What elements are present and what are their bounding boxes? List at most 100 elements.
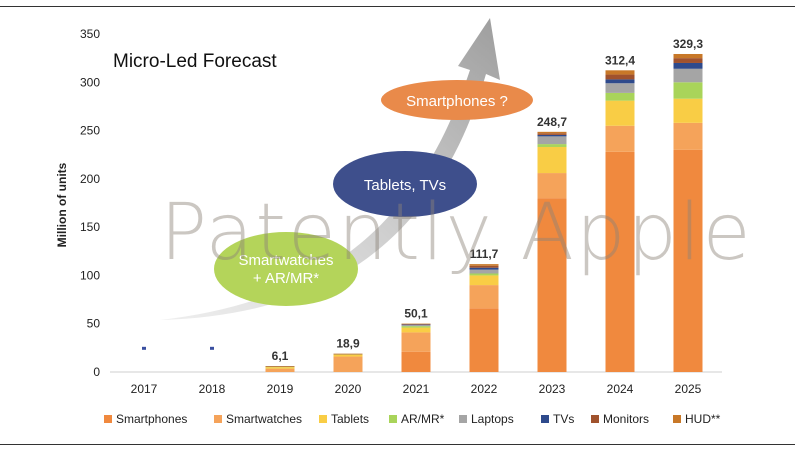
legend-label: Monitors xyxy=(603,412,649,426)
smartphones-bubble-label: Smartphones ? xyxy=(406,93,508,110)
x-tick-label: 2022 xyxy=(471,382,498,396)
legend-swatch xyxy=(459,415,467,423)
bar-segment xyxy=(333,356,363,372)
bar-segment xyxy=(469,275,499,286)
y-tick-label: 0 xyxy=(93,365,100,379)
bar-segment xyxy=(673,62,703,69)
y-axis-label: Million of units xyxy=(55,162,69,247)
total-label: 50,1 xyxy=(404,307,428,321)
total-label: 111,7 xyxy=(470,247,499,261)
y-tick-label: 350 xyxy=(80,27,100,41)
legend-swatch xyxy=(214,415,222,423)
bar-segment xyxy=(605,151,635,372)
bar-segment xyxy=(537,133,567,135)
y-tick-label: 200 xyxy=(80,172,100,186)
bar-segment xyxy=(333,353,363,355)
x-tick-label: 2024 xyxy=(607,382,634,396)
smartwatches-bubble-label-2: + AR/MR* xyxy=(253,270,319,287)
bar-segment xyxy=(469,269,499,274)
bar-segment xyxy=(537,146,567,174)
total-labels: 6,1 18,9 50,1 111,7 248,7 312,4 329,3 xyxy=(272,37,704,363)
bar-segment xyxy=(673,98,703,123)
legend-swatch xyxy=(319,415,327,423)
y-tick-label: 300 xyxy=(80,75,100,89)
legend-swatch xyxy=(389,415,397,423)
y-tick-label: 150 xyxy=(80,220,100,234)
top-border xyxy=(0,6,795,7)
bar-segment xyxy=(605,70,635,75)
x-tick-label: 2019 xyxy=(267,382,294,396)
bar-segment xyxy=(673,53,703,59)
bar-segment xyxy=(537,136,567,145)
bar-segment xyxy=(605,83,635,93)
bar-segment xyxy=(537,173,567,199)
bar-segment xyxy=(673,58,703,63)
bar-segment xyxy=(537,198,567,372)
bar-segment xyxy=(469,265,499,268)
data-marker xyxy=(142,346,146,350)
y-axis: 0 50 100 150 200 250 300 350 xyxy=(80,27,100,379)
legend-swatch xyxy=(541,415,549,423)
total-label: 312,4 xyxy=(605,53,635,67)
bar-segment xyxy=(605,92,635,101)
x-tick-label: 2018 xyxy=(199,382,226,396)
legend-label: Laptops xyxy=(471,412,514,426)
x-tick-label: 2017 xyxy=(131,382,158,396)
bar-segment xyxy=(469,308,499,372)
total-label: 18,9 xyxy=(336,337,360,351)
bars xyxy=(265,53,703,372)
bar-segment xyxy=(605,79,635,84)
legend-swatch xyxy=(591,415,599,423)
y-tick-label: 100 xyxy=(80,268,100,282)
bar-segment xyxy=(265,368,295,372)
bar-segment xyxy=(673,68,703,83)
bar-segment xyxy=(605,125,635,152)
bar-segment xyxy=(401,332,431,352)
bar-segment xyxy=(673,122,703,150)
x-tick-label: 2021 xyxy=(403,382,430,396)
legend-swatch xyxy=(673,415,681,423)
x-tick-label: 2023 xyxy=(539,382,566,396)
y-tick-label: 250 xyxy=(80,124,100,138)
x-tick-label: 2025 xyxy=(675,382,702,396)
legend-label: Smartwatches xyxy=(226,412,302,426)
markers xyxy=(142,346,214,350)
total-label: 329,3 xyxy=(673,37,703,51)
bar-segment xyxy=(537,134,567,137)
bar-segment xyxy=(265,367,295,369)
smartwatches-bubble-label-1: Smartwatches xyxy=(238,252,333,269)
bar-segment xyxy=(605,74,635,80)
bar-segment xyxy=(469,285,499,309)
bar-segment xyxy=(673,82,703,99)
bar-segment xyxy=(673,149,703,372)
bar-segment xyxy=(265,366,295,367)
bar-segment xyxy=(401,327,431,333)
bar-segment xyxy=(401,351,431,372)
total-label: 248,7 xyxy=(537,115,567,129)
bar-segment xyxy=(469,267,499,270)
bottom-border xyxy=(0,444,795,445)
bar-segment xyxy=(469,273,499,276)
bar-segment xyxy=(333,354,363,357)
legend: Smartphones Smartwatches Tablets AR/MR* Lapt… xyxy=(104,412,721,426)
data-marker xyxy=(210,346,214,350)
bar-segment xyxy=(401,326,431,328)
bar-segment xyxy=(537,144,567,147)
legend-label: Smartphones xyxy=(116,412,187,426)
legend-label: HUD** xyxy=(685,412,721,426)
bar-segment xyxy=(401,323,431,325)
bar-segment xyxy=(401,324,431,325)
bar-segment xyxy=(605,100,635,126)
legend-label: Tablets xyxy=(331,412,369,426)
tablets-tvs-bubble xyxy=(333,151,477,217)
legend-label: AR/MR* xyxy=(401,412,445,426)
bar-segment xyxy=(401,324,431,326)
smartphones-bubble xyxy=(381,80,533,120)
bar-segment xyxy=(537,131,567,134)
smartwatches-bubble xyxy=(214,232,358,306)
tablets-tvs-bubble-label: Tablets, TVs xyxy=(364,177,446,194)
chart-title: Micro-Led Forecast xyxy=(113,51,277,72)
bar-segment xyxy=(401,325,431,327)
bar-segment xyxy=(265,366,295,368)
